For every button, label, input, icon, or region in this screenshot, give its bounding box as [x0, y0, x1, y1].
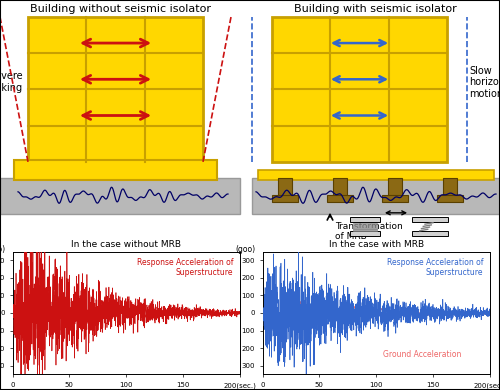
- Bar: [353, 223, 377, 224]
- Bar: [28, 17, 203, 162]
- Bar: [14, 160, 217, 180]
- Bar: [443, 178, 457, 198]
- Title: In the case with MRB: In the case with MRB: [328, 240, 424, 249]
- Bar: [388, 178, 402, 198]
- Text: (goo): (goo): [0, 245, 6, 254]
- Bar: [278, 178, 292, 198]
- Bar: [412, 217, 448, 222]
- Text: Slow
horizontal
motion: Slow horizontal motion: [469, 66, 500, 99]
- Bar: [0, 178, 240, 214]
- Text: Building without seismic isolator: Building without seismic isolator: [30, 4, 210, 14]
- Text: Transformation
of MRB: Transformation of MRB: [335, 222, 403, 241]
- Bar: [258, 170, 494, 180]
- Bar: [412, 231, 448, 236]
- Text: Severe
shaking: Severe shaking: [0, 71, 23, 93]
- Bar: [353, 225, 377, 227]
- Text: Response Acceleration of
Superstructure: Response Acceleration of Superstructure: [386, 258, 483, 277]
- Bar: [382, 195, 408, 202]
- Bar: [350, 231, 380, 236]
- Bar: [327, 195, 353, 202]
- Bar: [252, 178, 500, 214]
- Text: Building with seismic isolator: Building with seismic isolator: [294, 4, 456, 14]
- Text: Ground Acceleration: Ground Acceleration: [382, 350, 461, 359]
- Text: Response Acceleration of
Superstructure: Response Acceleration of Superstructure: [136, 258, 233, 277]
- Bar: [333, 178, 347, 198]
- Title: In the case without MRB: In the case without MRB: [72, 240, 181, 249]
- Bar: [437, 195, 463, 202]
- Bar: [272, 17, 447, 162]
- Bar: [350, 217, 380, 222]
- Text: (goo): (goo): [235, 245, 256, 254]
- Bar: [353, 229, 377, 231]
- Bar: [353, 227, 377, 229]
- Bar: [272, 195, 298, 202]
